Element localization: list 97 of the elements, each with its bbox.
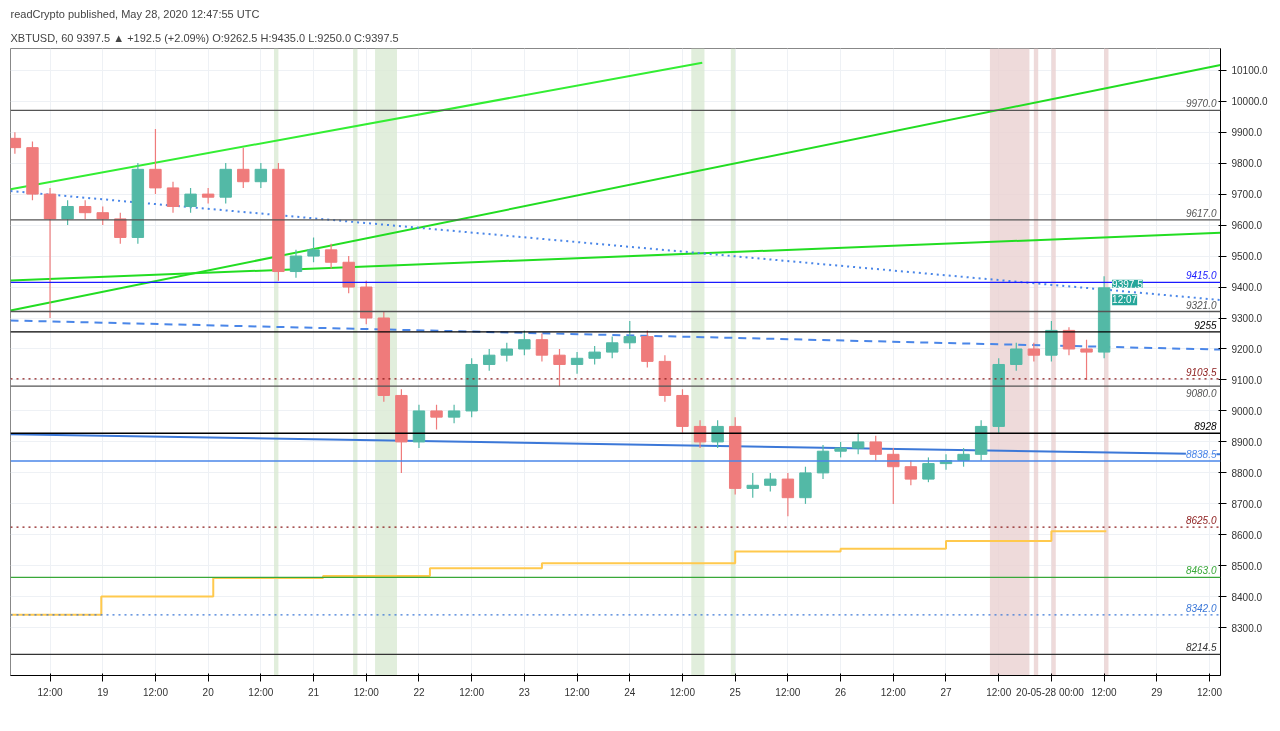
candlestick (184, 187, 197, 214)
y-tick-label: 8800.0 (1231, 467, 1263, 479)
x-tick-label: 12:00 (775, 686, 801, 698)
x-tick-label: 27 (940, 686, 952, 698)
annotation: 12:07 (1112, 294, 1138, 306)
ref-line-label: 9080.0 (1185, 388, 1217, 400)
candlestick (96, 205, 109, 226)
y-tick-label: 9400.0 (1231, 282, 1263, 294)
candlestick (500, 342, 514, 362)
ref-line-label: 8625.0 (1185, 515, 1217, 527)
candlestick (518, 329, 531, 356)
candlestick (1080, 339, 1093, 381)
y-tick-label: 10000.0 (1231, 96, 1269, 108)
y-tick-label: 9000.0 (1231, 405, 1263, 417)
ref-line-label: 9321.0 (1185, 299, 1217, 311)
ref-line-label: 9103.5 (1185, 366, 1217, 378)
candlestick (114, 212, 127, 245)
candlestick (447, 404, 461, 424)
x-tick-label: 12:00 (1091, 686, 1118, 698)
candlestick (1010, 342, 1023, 372)
candlestick (851, 432, 865, 455)
x-tick-label: 20-05-28 00:00 (1016, 686, 1085, 698)
x-tick-label: 12:00 (1197, 686, 1223, 698)
ref-line-label: 8463.0 (1185, 565, 1217, 577)
candlestick (869, 435, 882, 462)
x-tick-label: 12:00 (669, 686, 696, 698)
candlestick (324, 243, 338, 270)
chart-title: readCrypto published, May 28, 2020 12:47:55 UTC (10, 7, 260, 20)
candlestick (61, 199, 74, 226)
candlestick (904, 459, 918, 486)
y-tick-label: 9500.0 (1231, 251, 1263, 263)
candlestick (1027, 342, 1041, 362)
ref-line-label: 9617.0 (1185, 207, 1217, 219)
y-tick-label: 9900.0 (1231, 127, 1263, 139)
candlestick (553, 348, 566, 387)
x-tick-label: 19 (97, 686, 109, 698)
candlestick (166, 181, 180, 214)
ref-line-label: 8838.5 (1185, 448, 1217, 460)
candlestick (746, 472, 759, 499)
candlestick (149, 128, 162, 195)
x-tick-label: 25 (729, 686, 742, 698)
x-tick-label: 12:00 (564, 686, 591, 698)
candlestick (781, 472, 795, 517)
candlestick (623, 320, 636, 350)
x-tick-label: 22 (413, 686, 425, 698)
y-tick-label: 9100.0 (1231, 374, 1263, 386)
y-tick-label: 8500.0 (1231, 560, 1263, 572)
candlestick (201, 187, 215, 204)
x-tick-label: 12:00 (37, 686, 63, 698)
annotation: 9397.5 (1112, 278, 1144, 290)
y-tick-label: 8600.0 (1231, 529, 1263, 541)
x-tick-label: 26 (835, 686, 847, 698)
x-tick-label: 12:00 (459, 686, 485, 698)
ref-line-label: 8214.5 (1185, 642, 1217, 654)
x-tick-label: 23 (518, 686, 531, 698)
candlestick (570, 351, 584, 375)
candlestick (922, 456, 935, 483)
y-tick-label: 8300.0 (1231, 622, 1263, 634)
x-tick-label: 20 (202, 686, 215, 698)
x-tick-label: 12:00 (880, 686, 907, 698)
candlestick (10, 131, 22, 155)
candlestick (764, 472, 777, 493)
ref-line-label: 8928 (1194, 421, 1217, 433)
y-tick-label: 8400.0 (1231, 591, 1263, 603)
ref-line-label: 9415.0 (1185, 270, 1217, 282)
candlestick (535, 332, 549, 362)
candlestick (307, 236, 320, 263)
ref-line-label: 8342.0 (1185, 602, 1217, 614)
y-tick-label: 10100.0 (1231, 65, 1269, 77)
x-tick-label: 12:00 (353, 686, 380, 698)
candlestick (78, 199, 92, 220)
y-tick-label: 9300.0 (1231, 313, 1263, 325)
y-tick-label: 9800.0 (1231, 158, 1263, 170)
x-tick-label: 29 (1151, 686, 1163, 698)
ref-line-label: 9255 (1194, 319, 1217, 331)
candlestick (289, 249, 303, 279)
candlestick (588, 345, 601, 366)
candlestick (483, 348, 496, 372)
candlestick (254, 162, 268, 189)
candlestick (430, 404, 443, 431)
y-tick-label: 9600.0 (1231, 220, 1263, 232)
candlestick (693, 419, 707, 449)
x-tick-label: 12:00 (248, 686, 274, 698)
x-tick-label: 24 (624, 686, 636, 698)
candlestick (711, 419, 724, 449)
ref-line-label: 9970.0 (1185, 98, 1217, 110)
y-tick-label: 8900.0 (1231, 436, 1263, 448)
candlestick (237, 147, 250, 189)
candlestick (606, 336, 619, 359)
x-tick-label: 12:00 (142, 686, 169, 698)
x-tick-label: 21 (307, 686, 320, 698)
chart-subtitle: XBTUSD, 60 9397.5 ▲ +192.5 (+2.09%) O:9262.5 H:9435.0 L:9250.0 C:9397.5 (10, 31, 399, 44)
y-tick-label: 9700.0 (1231, 189, 1263, 201)
x-tick-label: 12:00 (986, 686, 1012, 698)
candlestick (816, 444, 830, 480)
y-tick-label: 9200.0 (1231, 343, 1263, 355)
y-tick-label: 8700.0 (1231, 498, 1263, 510)
